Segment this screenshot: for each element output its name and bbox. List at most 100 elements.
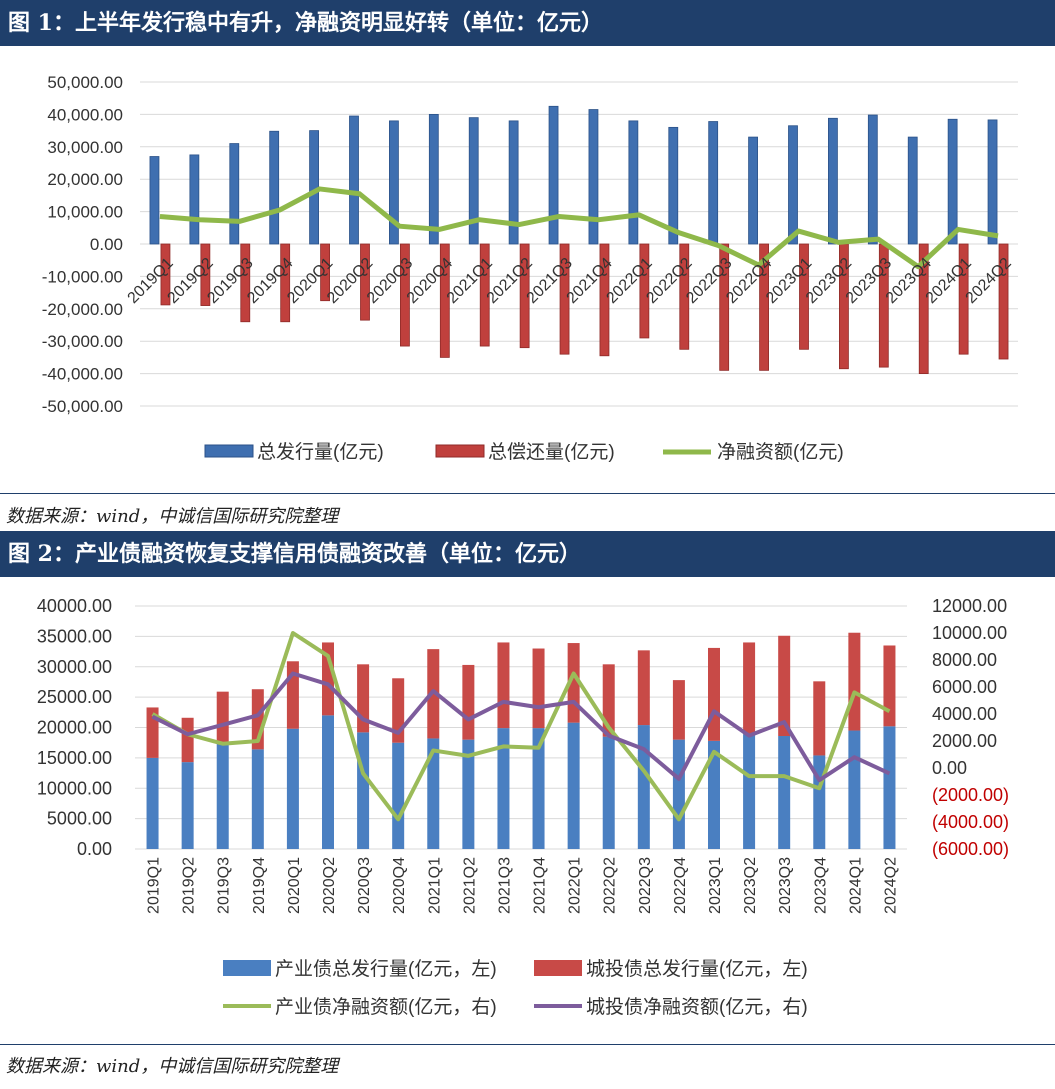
legend-label-net: 净融资额(亿元) [717, 441, 844, 463]
bar-total-repayment [918, 243, 929, 375]
bar-total-repayment [479, 243, 490, 347]
bar-total-repayment [998, 243, 1009, 360]
y-tick-label: -10,000.00 [42, 267, 123, 286]
bar-lgfv-issuance [708, 647, 720, 741]
x-category-label: 2023Q1 [707, 857, 724, 914]
left-y-tick-label: 5000.00 [47, 809, 112, 829]
y-tick-label: 50,000.00 [47, 73, 123, 92]
bar-industrial-issuance [602, 736, 615, 849]
bar-industrial-issuance [778, 736, 791, 849]
legend-swatch-issuance [204, 444, 254, 458]
bar-industrial-issuance [708, 740, 720, 849]
legend-label-issuance: 总发行量(亿元) [257, 441, 384, 463]
right-y-tick-label: (4000.00) [932, 812, 1009, 832]
y-tick-label: -20,000.00 [42, 300, 123, 319]
bar-lgfv-issuance [532, 648, 545, 729]
right-y-tick-label: 6000.00 [932, 677, 997, 697]
bar-lgfv-issuance [637, 650, 650, 726]
chart2-source: 数据来源：wind，中诚信国际研究院整理 [6, 1056, 339, 1077]
x-category-label: 2021Q1 [426, 857, 443, 914]
bar-total-issuance [548, 105, 559, 245]
bar-lgfv-issuance [743, 642, 756, 735]
bar-total-repayment [280, 243, 291, 323]
bar-total-issuance [428, 114, 439, 245]
right-y-tick-label: 8000.00 [932, 650, 997, 670]
bar-industrial-issuance [216, 742, 229, 849]
x-category-label: 2019Q3 [216, 857, 233, 914]
chart2-title: 图 2：产业债融资恢复支撑信用债融资改善（单位：亿元） [0, 531, 1055, 577]
bar-total-repayment [958, 243, 969, 355]
bar-industrial-issuance [322, 715, 334, 849]
bar-total-issuance [907, 136, 918, 245]
lgfv-net-financing-line [151, 671, 891, 783]
legend-label-lgfv-net: 城投债净融资额(亿元，右) [586, 996, 808, 1018]
bar-lgfv-issuance [286, 661, 299, 729]
x-category-label: 2021Q4 [532, 857, 549, 914]
bar-lgfv-issuance [181, 717, 194, 763]
bar-lgfv-issuance [672, 680, 685, 740]
x-category-label: 2022Q4 [672, 857, 689, 914]
x-category-label: 2023Q3 [777, 857, 794, 914]
right-y-tick-label: (2000.00) [932, 785, 1009, 805]
y-tick-label: 10,000.00 [47, 203, 123, 222]
left-y-tick-label: 25000.00 [37, 687, 112, 707]
bar-total-repayment [599, 243, 610, 357]
bar-industrial-issuance [637, 725, 650, 849]
left-y-tick-label: 30000.00 [37, 657, 112, 677]
x-category-label: 2019Q2 [181, 857, 198, 914]
right-y-tick-label: 0.00 [932, 758, 967, 778]
x-category-label: 2020Q1 [286, 857, 303, 914]
x-category-label: 2024Q1 [847, 857, 864, 914]
y-tick-label: -30,000.00 [42, 332, 123, 351]
right-y-tick-label: (6000.00) [932, 839, 1009, 859]
chart1-source: 数据来源：wind，中诚信国际研究院整理 [6, 506, 339, 527]
bar-lgfv-issuance [602, 664, 615, 737]
y-tick-label: 0.00 [90, 235, 123, 254]
left-y-tick-label: 35000.00 [37, 626, 112, 646]
bar-total-issuance [867, 114, 878, 245]
legend-swatch-lgfv [534, 960, 582, 976]
bar-industrial-issuance [883, 726, 896, 849]
bar-industrial-issuance [462, 739, 475, 849]
legend-swatch-repayment [435, 444, 485, 458]
right-y-tick-label: 12000.00 [932, 596, 1007, 616]
y-tick-label: 30,000.00 [47, 138, 123, 157]
bar-total-repayment [439, 243, 450, 358]
bar-total-issuance [349, 115, 359, 245]
bar-industrial-issuance [286, 728, 299, 849]
legend-label-industrial: 产业债总发行量(亿元，左) [275, 958, 497, 980]
legend-label-industrial-net: 产业债净融资额(亿元，右) [275, 996, 497, 1018]
bar-industrial-issuance [532, 728, 545, 849]
x-category-label: 2021Q3 [496, 857, 513, 914]
left-y-tick-label: 0.00 [77, 839, 112, 859]
bar-industrial-issuance [427, 738, 440, 849]
legend-label-lgfv: 城投债总发行量(亿元，左) [586, 958, 808, 980]
x-category-label: 2021Q2 [461, 857, 478, 914]
bar-total-repayment [200, 243, 211, 306]
bar-total-issuance [389, 120, 399, 245]
bar-total-issuance [189, 154, 200, 245]
y-tick-label: -50,000.00 [42, 397, 123, 416]
bar-total-repayment [519, 243, 530, 349]
bar-industrial-issuance [251, 749, 264, 849]
x-category-label: 2023Q4 [812, 857, 829, 914]
bar-total-repayment [759, 243, 769, 371]
bar-industrial-issuance [497, 728, 510, 849]
x-category-label: 2023Q2 [742, 857, 759, 914]
bar-lgfv-issuance [883, 645, 896, 727]
chart2-plot: 40000.00 35000.00 30000.00 25000.00 20000.00… [37, 596, 1009, 1018]
industrial-net-financing-line [151, 631, 891, 822]
bar-total-repayment [719, 243, 730, 371]
bar-total-issuance [468, 117, 479, 245]
bar-lgfv-issuance [778, 635, 791, 737]
x-category-label: 2022Q2 [602, 857, 619, 914]
chart1-plot: 50,000.00 40,000.00 30,000.00 20,000.00 10,0… [42, 73, 1018, 463]
bar-lgfv-issuance [216, 691, 229, 743]
bar-total-issuance [269, 130, 280, 245]
right-y-tick-label: 4000.00 [932, 704, 997, 724]
bar-total-repayment [320, 243, 330, 302]
bar-total-issuance [947, 118, 958, 245]
x-category-label: 2019Q4 [251, 857, 268, 914]
bar-total-repayment [240, 243, 251, 323]
right-y-tick-label: 2000.00 [932, 731, 997, 751]
